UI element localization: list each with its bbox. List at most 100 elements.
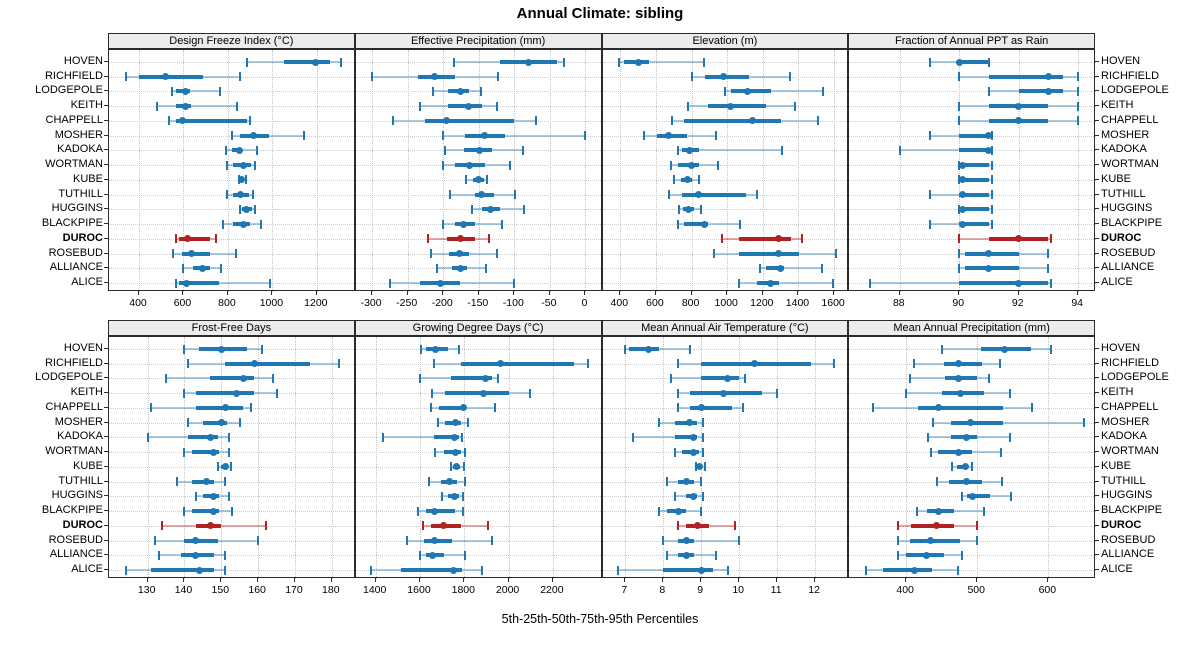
station-label-right: MOSHER [1101,415,1150,428]
gridline-v [691,50,693,292]
whisker-cap [161,521,164,531]
median-dot [724,374,732,382]
median-dot [967,419,975,427]
whisker-cap [970,462,973,472]
y-tick [104,75,108,77]
panel-title: Mean Annual Precipitation (mm) [893,322,1050,334]
x-tick [257,578,259,582]
y-tick [1095,75,1099,77]
y-tick [1095,237,1099,239]
x-tick-label: 88 [892,297,905,309]
median-dot [674,507,682,515]
iqr-bar [445,391,509,396]
whisker-cap [443,145,446,155]
median-dot [958,176,966,184]
x-tick [761,291,763,295]
gridline-h [602,135,850,137]
median-dot [312,58,320,66]
gridline-h [355,496,603,498]
x-tick-label: 800 [681,297,700,309]
gridline-h [355,407,603,409]
y-tick [104,377,108,379]
whisker-cap [238,418,241,428]
panel-design-freeze-index-c [108,49,356,292]
whisker-cap [338,359,341,369]
x-tick [271,291,273,295]
x-tick-label: 1200 [750,297,774,309]
median-dot [777,264,785,272]
x-tick [418,578,420,582]
gridline-v [1018,50,1020,292]
panel-title: Effective Precipitation (mm) [410,35,546,47]
iqr-bar [681,192,746,197]
gridline-h [109,194,356,196]
gridline-h [602,179,850,181]
y-tick [1095,362,1099,364]
whisker-cap [534,116,537,126]
whisker-cap [434,447,437,457]
whisker-cap [260,219,263,229]
gridline-h [602,570,850,571]
whisker-cap [227,432,230,442]
whisker-cap [975,536,978,546]
whisker-cap [987,57,990,67]
median-dot [195,566,203,574]
y-tick [104,362,108,364]
gridline-v [552,337,554,579]
median-dot [644,345,652,353]
x-tick [442,291,444,295]
whisker-cap [643,131,646,141]
y-tick [1095,178,1099,180]
whisker-cap [584,131,587,141]
median-dot [985,264,993,272]
whisker-cap [371,72,374,82]
x-tick-label: 160 [248,584,266,596]
whisker-cap [420,344,423,354]
whisker-cap [452,57,455,67]
whisker-cap [234,249,237,259]
gridline-v [443,50,445,292]
whisker-cap [496,72,499,82]
whisker-cap [905,388,908,398]
median-dot [481,374,489,382]
station-label-left: TUTHILL [58,474,103,487]
median-dot [210,448,218,456]
y-tick [104,392,108,394]
median-dot [449,566,457,574]
iqr-bar [883,568,932,572]
median-dot [695,463,703,471]
station-label-right: ROSEBUD [1101,533,1156,546]
x-tick-label: 92 [1011,297,1024,309]
median-dot [727,102,735,110]
median-dot [446,478,454,486]
panel-frost-free-days [108,336,356,579]
x-tick [182,291,184,295]
whisker-cap [990,160,993,170]
gridline-h [109,570,356,571]
whisker-cap [220,263,223,273]
y-tick [104,421,108,423]
gridline-h [602,511,850,513]
median-dot [690,448,698,456]
median-dot [1015,102,1023,110]
station-label-left: LODGEPOLE [35,84,103,97]
station-label-right: CHAPPELL [1101,400,1159,413]
whisker-cap [462,491,465,501]
y-tick [104,465,108,467]
gridline-v [834,50,836,292]
whisker-cap [496,373,499,383]
whisker-cap [462,506,465,516]
median-dot [475,176,483,184]
whisker-cap [486,175,489,185]
gridline-h [109,422,356,424]
x-tick-label: 1600 [407,584,431,596]
whisker-cap [231,131,234,141]
median-dot [206,522,214,530]
gridline-v [777,337,779,579]
x-tick [690,291,692,295]
gridline-h [109,481,356,483]
whisker-cap [461,432,464,442]
whisker-cap [464,550,467,560]
median-dot [954,360,962,368]
panel-strip: Fraction of Annual PPT as Rain [848,33,1095,49]
